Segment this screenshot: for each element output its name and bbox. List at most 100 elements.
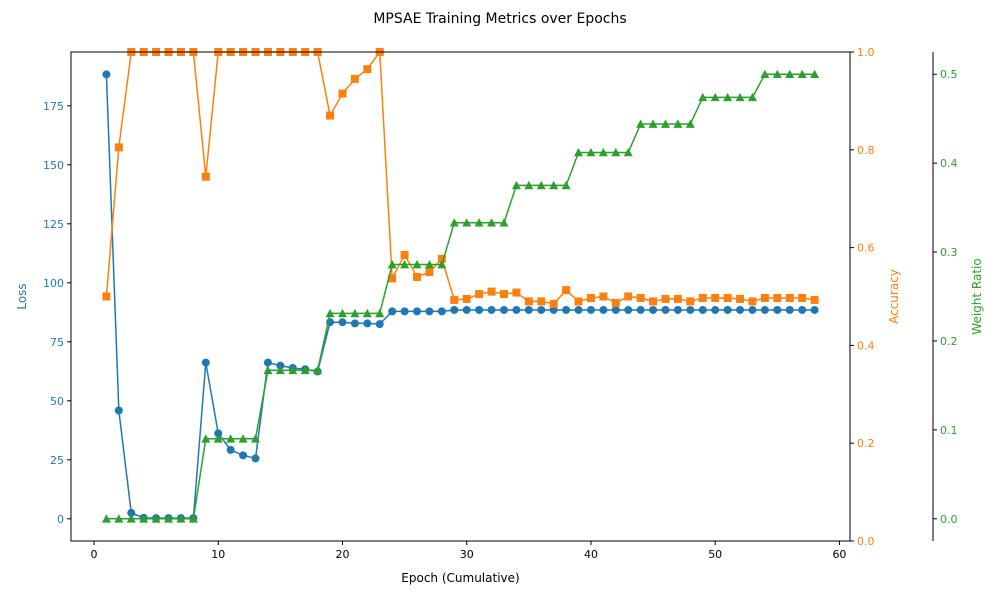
accuracy-point	[661, 294, 670, 303]
weight_ratio-point	[412, 259, 422, 269]
loss-point	[102, 70, 111, 79]
x-tick-label: 50	[708, 548, 722, 561]
loss-point	[723, 305, 732, 314]
accuracy-point	[338, 89, 347, 98]
loss-tick-label: 75	[50, 336, 64, 349]
loss-point	[562, 305, 571, 314]
weight_ratio-point	[474, 218, 484, 227]
weight_ratio-point	[251, 434, 260, 443]
accuracy-point	[698, 293, 707, 302]
weight_ratio-point	[375, 308, 385, 318]
ticks-layer: 0 10 20 30 40 50 60 0 25 50 75 100 125 150 175 0.0 0.2 0.…	[43, 46, 958, 561]
x-axis-label: Epoch (Cumulative)	[401, 571, 519, 585]
weight_ratio-point	[238, 434, 248, 443]
accuracy-point	[437, 254, 446, 263]
weight_ratio-point	[288, 365, 298, 375]
loss-point	[263, 358, 272, 367]
weight_ratio-point	[213, 434, 223, 443]
loss-point	[748, 305, 757, 314]
accuracy-point	[201, 172, 210, 181]
loss-point	[114, 406, 123, 415]
loss-tick-label: 175	[43, 100, 64, 113]
loss-tick-label: 100	[43, 277, 64, 290]
loss-point	[785, 305, 794, 314]
accuracy-point	[599, 292, 608, 301]
loss-point	[574, 305, 583, 314]
x-tick-label: 10	[211, 548, 225, 561]
loss-point	[276, 361, 285, 370]
accuracy-point	[785, 293, 794, 302]
loss-point	[363, 319, 372, 328]
accuracy-point	[114, 143, 123, 152]
loss-point	[736, 305, 745, 314]
weight_ratio-point	[574, 147, 584, 157]
weight_ratio-point	[760, 69, 770, 79]
accuracy-series	[102, 48, 819, 308]
accuracy-point	[425, 268, 434, 277]
loss-line	[105, 74, 815, 519]
accuracy-point	[388, 274, 397, 283]
weight_ratio-point	[164, 514, 174, 523]
weight_ratio-point	[685, 119, 695, 128]
weight_ratio-point	[636, 119, 646, 128]
accuracy-point	[723, 293, 732, 302]
weight_ratio-tick-label: 0.4	[940, 157, 958, 170]
weight_ratio-point	[723, 92, 733, 102]
weight_ratio-point	[101, 514, 111, 523]
loss-tick-label: 125	[43, 218, 64, 231]
weight_ratio-point	[424, 259, 434, 269]
weight_ratio-point	[313, 365, 323, 375]
accuracy-point	[649, 297, 658, 306]
accuracy-point	[562, 286, 571, 295]
chart-title: MPSAE Training Metrics over Epochs	[373, 11, 626, 27]
loss-point	[201, 358, 210, 367]
weight_ratio-tick-label: 0.2	[940, 335, 958, 348]
weight_ratio-tick-label: 0.1	[940, 424, 958, 437]
weight_ratio-point	[350, 308, 360, 318]
weight_ratio-point	[747, 92, 757, 102]
loss-point	[400, 307, 409, 316]
loss-axis-label: Loss	[15, 283, 29, 309]
accuracy-point	[512, 288, 521, 297]
weight_ratio-point	[698, 92, 708, 102]
accuracy-point	[413, 272, 422, 281]
loss-point	[624, 305, 633, 314]
weight_ratio-point	[810, 69, 820, 79]
weight_ratio-line	[106, 73, 815, 520]
loss-point	[686, 305, 695, 314]
accuracy-point	[736, 294, 745, 303]
weight_ratio-point	[437, 259, 447, 269]
loss-point	[611, 305, 620, 314]
weight_ratio-point	[176, 514, 186, 523]
accuracy-point	[624, 292, 633, 301]
loss-point	[711, 305, 720, 314]
accuracy-point	[611, 298, 620, 307]
accuracy-point	[748, 297, 757, 306]
weight_ratio-point	[188, 514, 198, 523]
weight_ratio-point	[275, 365, 285, 375]
loss-point	[487, 305, 496, 314]
accuracy-point	[326, 111, 335, 120]
weight_ratio-point	[673, 119, 683, 128]
loss-point	[239, 451, 248, 460]
weight_ratio-point	[226, 434, 236, 443]
accuracy-tick-label: 0.0	[857, 535, 875, 548]
weight_ratio-point	[387, 259, 397, 269]
loss-tick-label: 150	[43, 159, 64, 172]
loss-point	[251, 454, 260, 463]
accuracy-point	[549, 299, 558, 308]
loss-point	[537, 305, 546, 314]
weight_ratio-point	[462, 218, 472, 227]
weight_ratio-point	[139, 514, 149, 523]
loss-point	[586, 305, 595, 314]
weight_ratio-point	[151, 514, 161, 523]
x-tick-label: 60	[832, 548, 846, 561]
loss-tick-label: 0	[57, 513, 64, 526]
accuracy-point	[636, 293, 645, 302]
loss-point	[698, 305, 707, 314]
weight_ratio-tick-label: 0.5	[940, 68, 958, 81]
weight_ratio-point	[623, 147, 633, 157]
accuracy-point	[798, 293, 807, 302]
weight_ratio-point	[201, 434, 211, 443]
